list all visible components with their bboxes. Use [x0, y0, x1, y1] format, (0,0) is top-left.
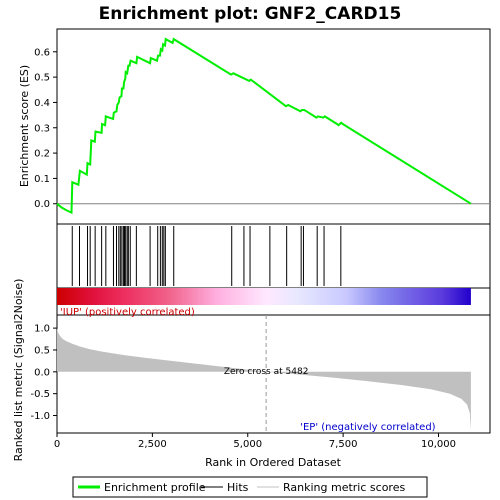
x-tick-label: 10,000 — [421, 439, 456, 450]
zero-cross-label: Zero cross at 5482 — [224, 367, 309, 377]
hits-panel — [56, 223, 491, 289]
es-y-tick-label: 0.6 — [34, 47, 50, 58]
legend-metric-label: Ranking metric scores — [283, 481, 405, 494]
legend-enrichment-label: Enrichment profile — [104, 481, 206, 494]
rank-colorbar — [57, 288, 471, 305]
es-y-tick-label: 0.0 — [34, 199, 50, 210]
metric-y-tick-label: 0.0 — [34, 367, 50, 378]
es-y-ticks: 0.0 0.1 0.2 0.3 0.4 0.5 0.6 — [34, 47, 57, 210]
x-tick-label: 5,000 — [233, 439, 262, 450]
ranking-metric-area — [57, 328, 471, 431]
es-y-tick-label: 0.4 — [34, 98, 50, 109]
rank-colorbar-panel — [56, 287, 491, 316]
legend-hits-label: Hits — [227, 481, 249, 494]
x-axis-ticks: 0 2,500 5,000 7,500 10,000 — [54, 433, 456, 450]
metric-y-tick-label: 0.5 — [34, 345, 50, 356]
metric-panel: 1.0 0.5 0.0 -0.5 -1.0 'IUP' (positively corr… — [12, 279, 491, 462]
x-tick-label: 7,500 — [329, 439, 358, 450]
es-y-axis-label: Enrichment score (ES) — [18, 65, 31, 187]
chart-title: Enrichment plot: GNF2_CARD15 — [99, 4, 402, 24]
metric-y-tick-label: 1.0 — [34, 324, 50, 335]
es-panel: 0.0 0.1 0.2 0.3 0.4 0.5 0.6 Enrichment score (… — [18, 28, 491, 225]
positive-correlation-label: 'IUP' (positively correlated) — [60, 307, 195, 318]
x-axis-label: Rank in Ordered Dataset — [205, 456, 342, 469]
metric-y-ticks: 1.0 0.5 0.0 -0.5 -1.0 — [30, 324, 57, 422]
hit-markers — [71, 226, 342, 286]
legend: Enrichment profile Hits Ranking metric s… — [72, 476, 428, 498]
metric-y-tick-label: -1.0 — [30, 411, 50, 422]
es-y-tick-label: 0.2 — [34, 149, 50, 160]
legend-box — [72, 476, 428, 498]
hits-panel-frame — [56, 223, 491, 289]
metric-y-tick-label: -0.5 — [30, 389, 50, 400]
es-y-tick-label: 0.1 — [34, 174, 50, 185]
metric-y-axis-label: Ranked list metric (Signal2Noise) — [12, 279, 25, 462]
es-y-tick-label: 0.5 — [34, 73, 50, 84]
es-panel-frame — [56, 28, 491, 225]
es-y-tick-label: 0.3 — [34, 123, 50, 134]
enrichment-profile-line — [56, 37, 472, 215]
x-tick-label: 2,500 — [138, 439, 167, 450]
negative-correlation-label: 'EP' (negatively correlated) — [300, 422, 435, 433]
x-tick-label: 0 — [54, 439, 60, 450]
